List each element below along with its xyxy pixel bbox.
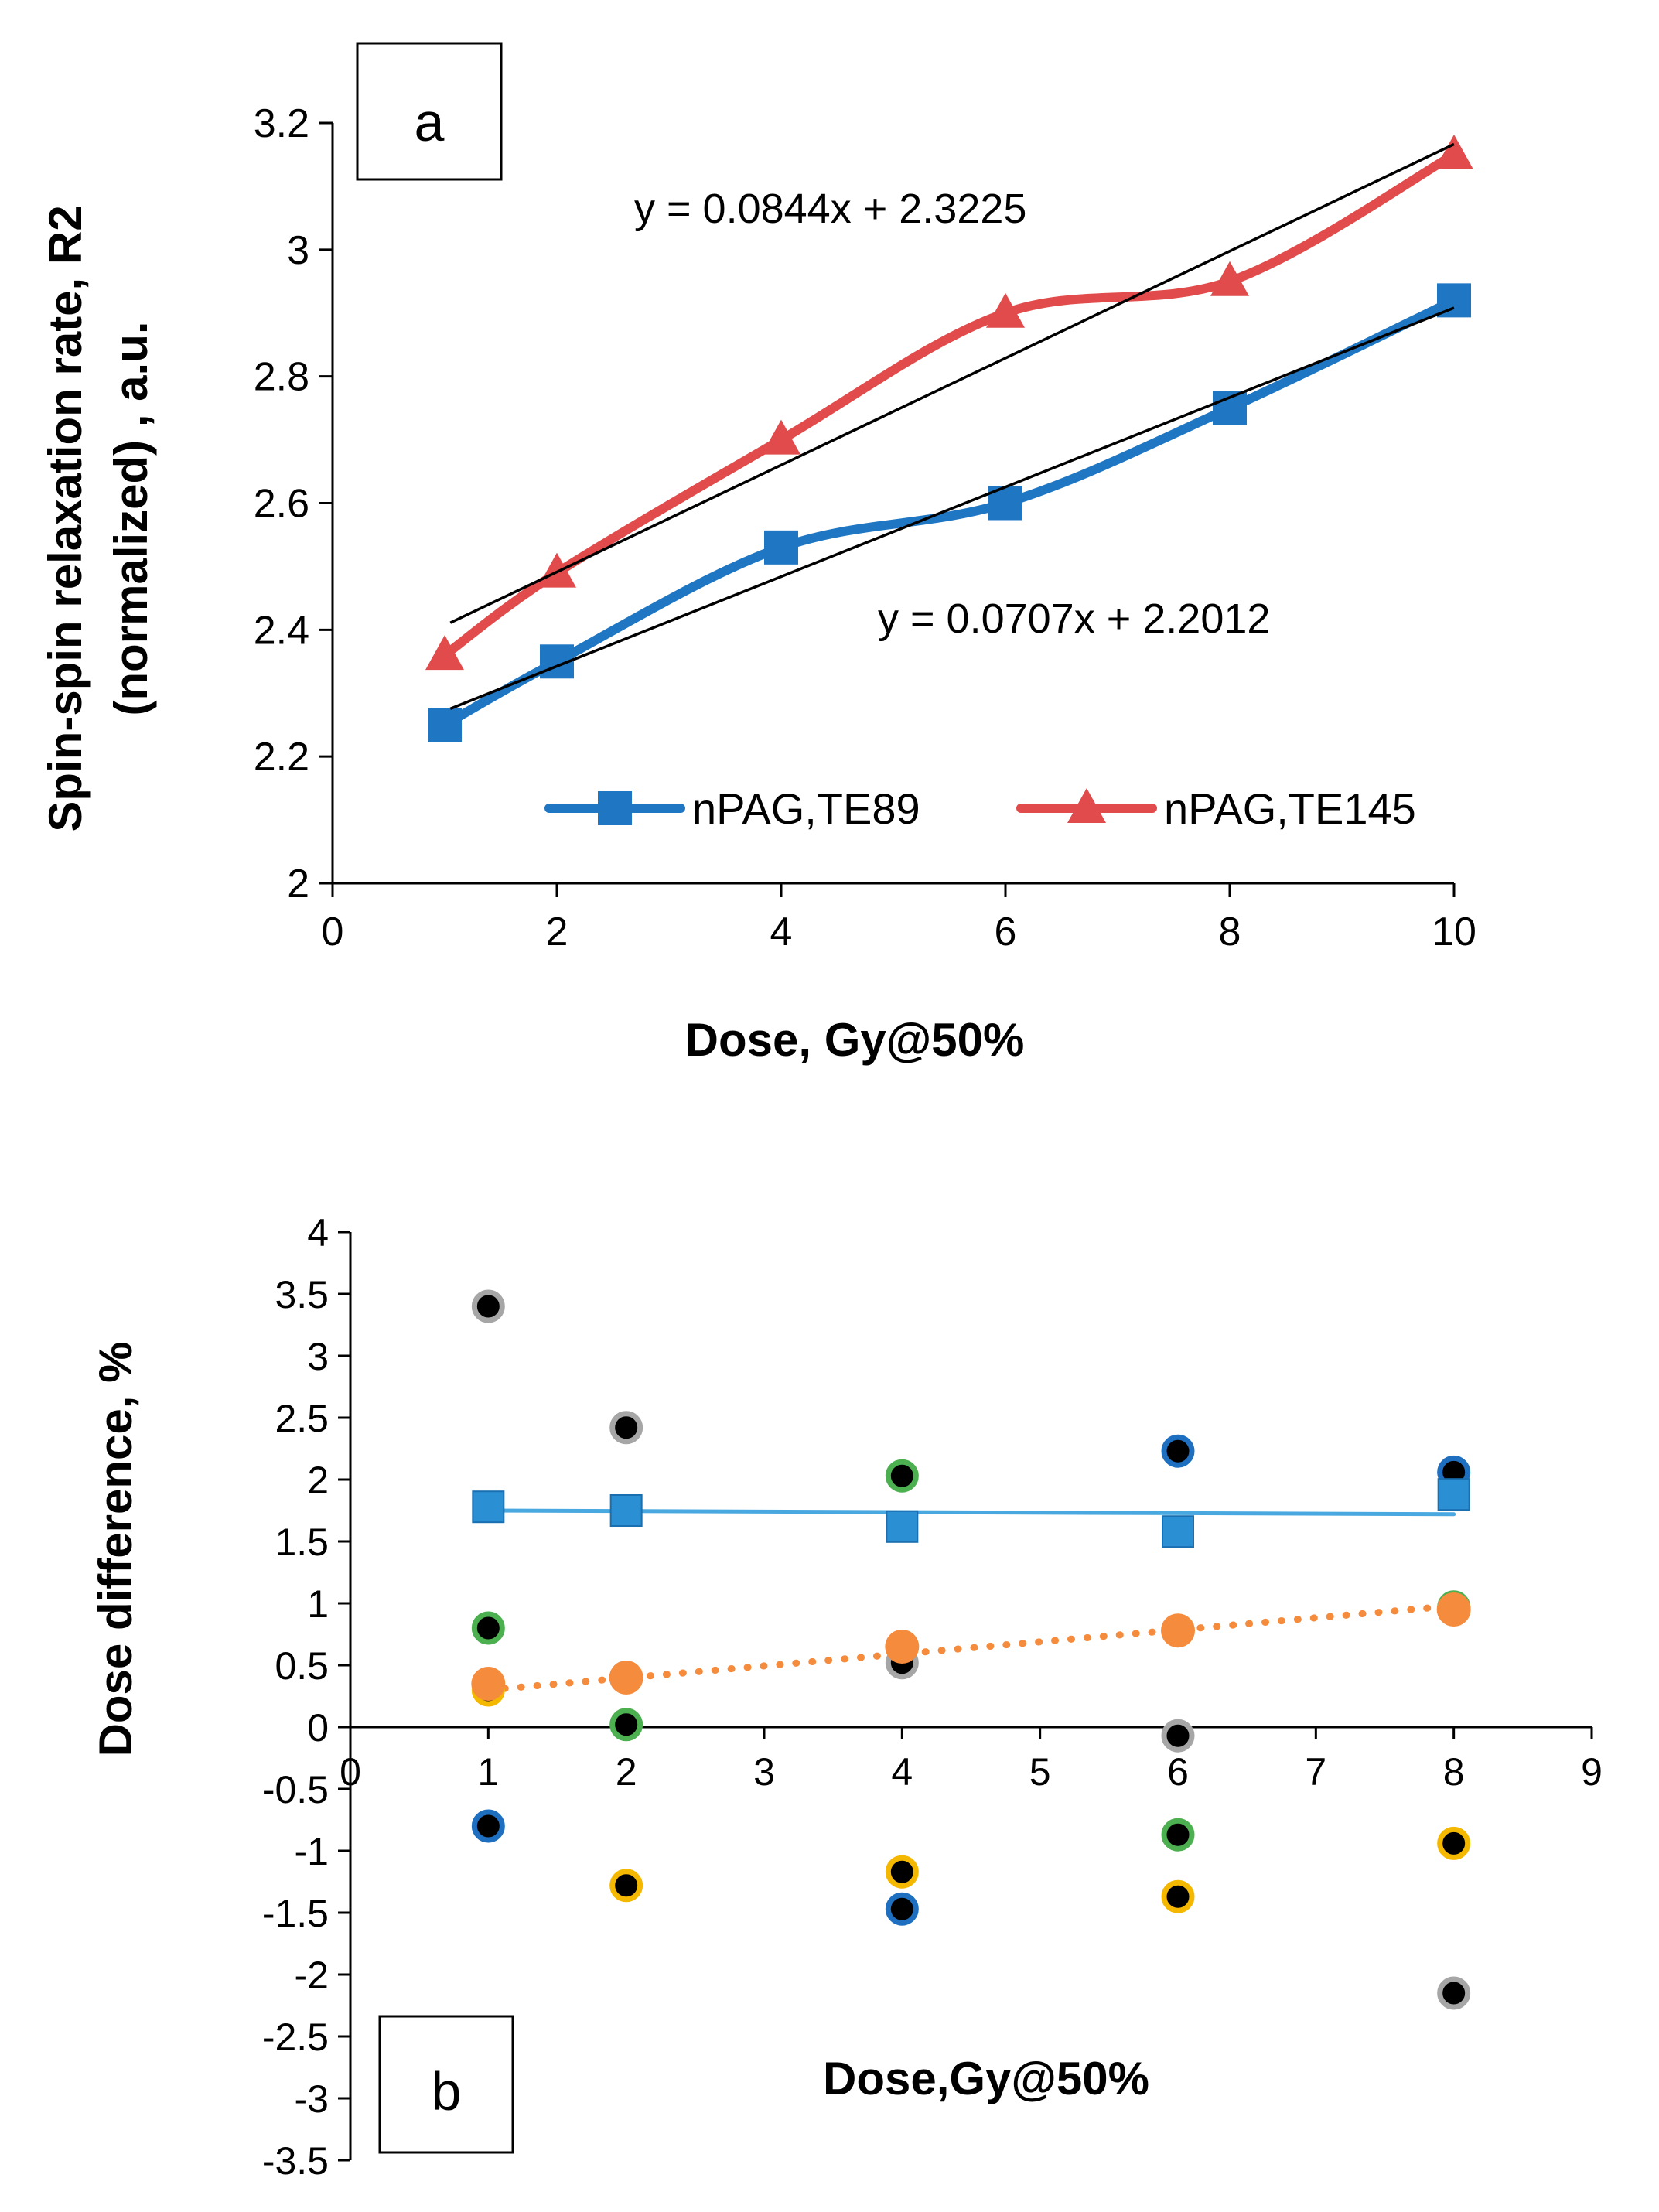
x-axis-title: Dose, Gy@50%	[685, 1014, 1025, 1066]
data-point-square	[472, 1490, 505, 1524]
data-point-square	[609, 1494, 643, 1527]
y-tick-label: -1	[295, 1830, 329, 1873]
data-point-triangle	[762, 419, 800, 455]
x-tick-label: 5	[1029, 1750, 1051, 1794]
y-axis-title-line2: (normalized) , a.u.	[105, 321, 157, 715]
trendline-equation: y = 0.0707x + 2.2012	[878, 596, 1270, 642]
x-tick-label: 4	[891, 1750, 913, 1794]
data-point-triangle	[1435, 134, 1473, 169]
trendline-equation: y = 0.0844x + 2.3225	[634, 186, 1026, 232]
x-tick-label: 0	[322, 910, 344, 954]
y-tick-label: 3.5	[275, 1273, 329, 1316]
panel-label: b	[432, 2061, 462, 2122]
data-point-grey-ring	[1161, 1719, 1195, 1753]
x-tick-label: 2	[546, 910, 568, 954]
trendline-mean (squares)	[486, 1508, 1456, 1517]
data-point-grey-ring	[1437, 1976, 1471, 2010]
data-point-green-ring	[609, 1708, 643, 1742]
data-point-yellow-ring	[1437, 1826, 1471, 1860]
y-tick-label: -3	[295, 2077, 329, 2121]
data-point-yellow-ring	[609, 1869, 643, 1903]
y-tick-label: -3.5	[262, 2139, 329, 2183]
y-tick-label: 1	[307, 1582, 329, 1626]
data-point-green-ring	[1161, 1818, 1195, 1852]
y-axis-title-line1: Spin-spin relaxation rate, R2	[39, 205, 91, 831]
data-point-circle	[1161, 1613, 1195, 1648]
x-tick-label: 3	[753, 1750, 775, 1794]
legend-label: nPAG,TE89	[692, 784, 920, 833]
y-tick-label: 0.5	[275, 1644, 329, 1688]
data-point-square	[1437, 1478, 1470, 1511]
y-tick-label: 2	[307, 1459, 329, 1502]
data-point-grey-ring	[609, 1411, 643, 1445]
data-point-circle	[1436, 1592, 1471, 1627]
y-tick-label: 2	[287, 862, 309, 906]
data-point-circle	[885, 1630, 920, 1664]
panel-b-chart: -3.5 -3 -2.5 -2 -1.5 -1 -0.5 0 0.5 1 1.5 2 2.5 3 3.5 4 0…	[90, 1211, 1603, 2183]
legend-marker-square	[598, 791, 632, 825]
x-tick-label: 8	[1219, 910, 1241, 954]
legend: nPAG,TE89 nPAG,TE145	[544, 784, 1416, 833]
x-tick-label: 4	[770, 910, 793, 954]
data-point-yellow-ring	[1161, 1879, 1195, 1913]
y-tick-label: 3	[307, 1335, 329, 1378]
x-tick-label: 8	[1443, 1750, 1465, 1794]
y-tick-label: -2	[295, 1954, 329, 1997]
series-line-nPAG,TE89	[440, 295, 1459, 730]
x-tick-label: 10	[1432, 910, 1476, 954]
x-tick-label: 9	[1581, 1750, 1603, 1794]
data-point-blue-ring	[471, 1809, 505, 1843]
y-tick-label: 1.5	[275, 1521, 329, 1564]
y-tick-label: 0	[307, 1706, 329, 1749]
legend-label: nPAG,TE145	[1164, 784, 1416, 833]
y-tick-label: 3.2	[254, 101, 309, 146]
x-tick-label: 6	[995, 910, 1017, 954]
panel-label: a	[415, 92, 445, 152]
data-point-triangle	[538, 552, 576, 588]
y-axis-title: Dose difference, %	[90, 1342, 142, 1757]
data-point-circle	[471, 1667, 506, 1701]
y-tick-label: -1.5	[262, 1892, 329, 1935]
data-point-grey-ring	[471, 1289, 505, 1323]
x-tick-label: 1	[477, 1750, 499, 1794]
data-point-square	[428, 708, 462, 742]
panel-label-box	[378, 2015, 514, 2154]
y-tick-label: 2.2	[254, 735, 309, 780]
x-tick-label: 7	[1305, 1750, 1326, 1794]
data-point-green-ring	[885, 1459, 919, 1493]
data-point-green-ring	[471, 1611, 505, 1645]
y-tick-label: 2.4	[254, 608, 309, 653]
data-point-circle	[609, 1661, 643, 1695]
data-point-triangle	[1210, 261, 1249, 296]
y-tick-label: -0.5	[262, 1768, 329, 1811]
data-point-square	[764, 530, 798, 565]
y-tick-label: 3	[287, 228, 309, 273]
x-tick-label: 6	[1167, 1750, 1189, 1794]
data-point-blue-ring	[1161, 1434, 1195, 1468]
data-point-yellow-ring	[885, 1855, 919, 1889]
x-axis-title: Dose,Gy@50%	[823, 2053, 1149, 2104]
data-point-blue-ring	[885, 1892, 919, 1926]
data-point-square	[886, 1510, 919, 1543]
trendline-mean (circles)	[484, 1602, 1458, 1694]
data-point-triangle	[425, 635, 464, 671]
y-tick-label: 2.6	[254, 482, 309, 527]
panel-label-box	[356, 42, 503, 181]
trendline-nPAG,TE145	[449, 142, 1455, 624]
x-tick-label: 0	[340, 1750, 361, 1794]
data-point-square	[1162, 1515, 1194, 1548]
x-tick-label: 2	[616, 1750, 637, 1794]
data-point-triangle	[986, 292, 1025, 328]
legend-marker-triangle	[1067, 788, 1106, 823]
y-tick-label: 2.5	[275, 1397, 329, 1440]
trendline-nPAG,TE89	[449, 306, 1455, 710]
y-tick-label: 2.8	[254, 355, 309, 400]
y-tick-label: 4	[307, 1211, 329, 1254]
y-tick-label: -2.5	[262, 2016, 329, 2059]
